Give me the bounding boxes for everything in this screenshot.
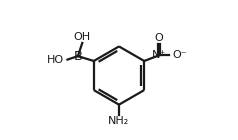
Text: O: O: [154, 33, 163, 43]
Text: NH₂: NH₂: [108, 116, 130, 126]
Text: OH: OH: [74, 32, 91, 42]
Text: HO: HO: [47, 55, 64, 65]
Text: B: B: [73, 50, 82, 63]
Text: O⁻: O⁻: [173, 50, 187, 60]
Text: N⁺: N⁺: [152, 50, 166, 60]
